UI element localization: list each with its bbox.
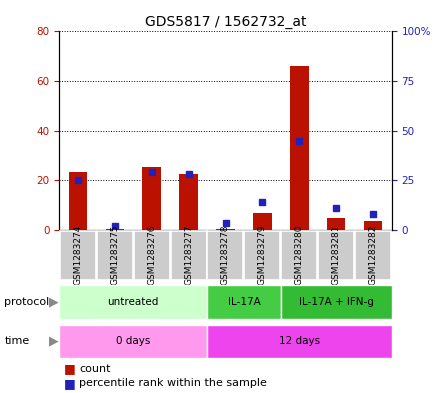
Text: GSM1283274: GSM1283274 <box>73 224 82 285</box>
Bar <box>207 325 392 358</box>
Text: GSM1283275: GSM1283275 <box>110 224 119 285</box>
Bar <box>281 285 392 319</box>
Text: ■: ■ <box>64 376 76 390</box>
Text: count: count <box>79 364 111 374</box>
Text: GSM1283276: GSM1283276 <box>147 224 156 285</box>
Text: percentile rank within the sample: percentile rank within the sample <box>79 378 267 388</box>
Bar <box>208 231 243 280</box>
Bar <box>364 221 382 230</box>
Text: protocol: protocol <box>4 297 50 307</box>
Bar <box>60 231 96 280</box>
Bar <box>69 172 87 230</box>
Text: ▶: ▶ <box>49 335 59 348</box>
Text: GSM1283279: GSM1283279 <box>258 224 267 285</box>
Bar <box>281 231 317 280</box>
Text: GSM1283278: GSM1283278 <box>221 224 230 285</box>
Bar <box>290 66 308 230</box>
Text: IL-17A + IFN-g: IL-17A + IFN-g <box>299 297 374 307</box>
Text: ▶: ▶ <box>49 296 59 309</box>
Bar <box>327 217 345 230</box>
Bar <box>97 231 133 280</box>
Bar <box>171 231 206 280</box>
Text: time: time <box>4 336 29 346</box>
Text: GSM1283277: GSM1283277 <box>184 224 193 285</box>
Title: GDS5817 / 1562732_at: GDS5817 / 1562732_at <box>145 15 306 29</box>
Bar <box>59 285 207 319</box>
Bar <box>134 231 169 280</box>
Bar <box>59 325 207 358</box>
Text: 0 days: 0 days <box>116 336 150 346</box>
Text: untreated: untreated <box>107 297 159 307</box>
Bar <box>253 213 271 230</box>
Text: 12 days: 12 days <box>279 336 320 346</box>
Text: ■: ■ <box>64 362 76 375</box>
Bar <box>244 231 280 280</box>
Bar <box>207 285 281 319</box>
Bar <box>180 174 198 230</box>
Text: GSM1283280: GSM1283280 <box>295 224 304 285</box>
Bar <box>318 231 354 280</box>
Bar <box>355 231 391 280</box>
Bar <box>143 167 161 230</box>
Text: GSM1283281: GSM1283281 <box>332 224 341 285</box>
Text: GSM1283282: GSM1283282 <box>369 224 378 285</box>
Text: IL-17A: IL-17A <box>227 297 260 307</box>
